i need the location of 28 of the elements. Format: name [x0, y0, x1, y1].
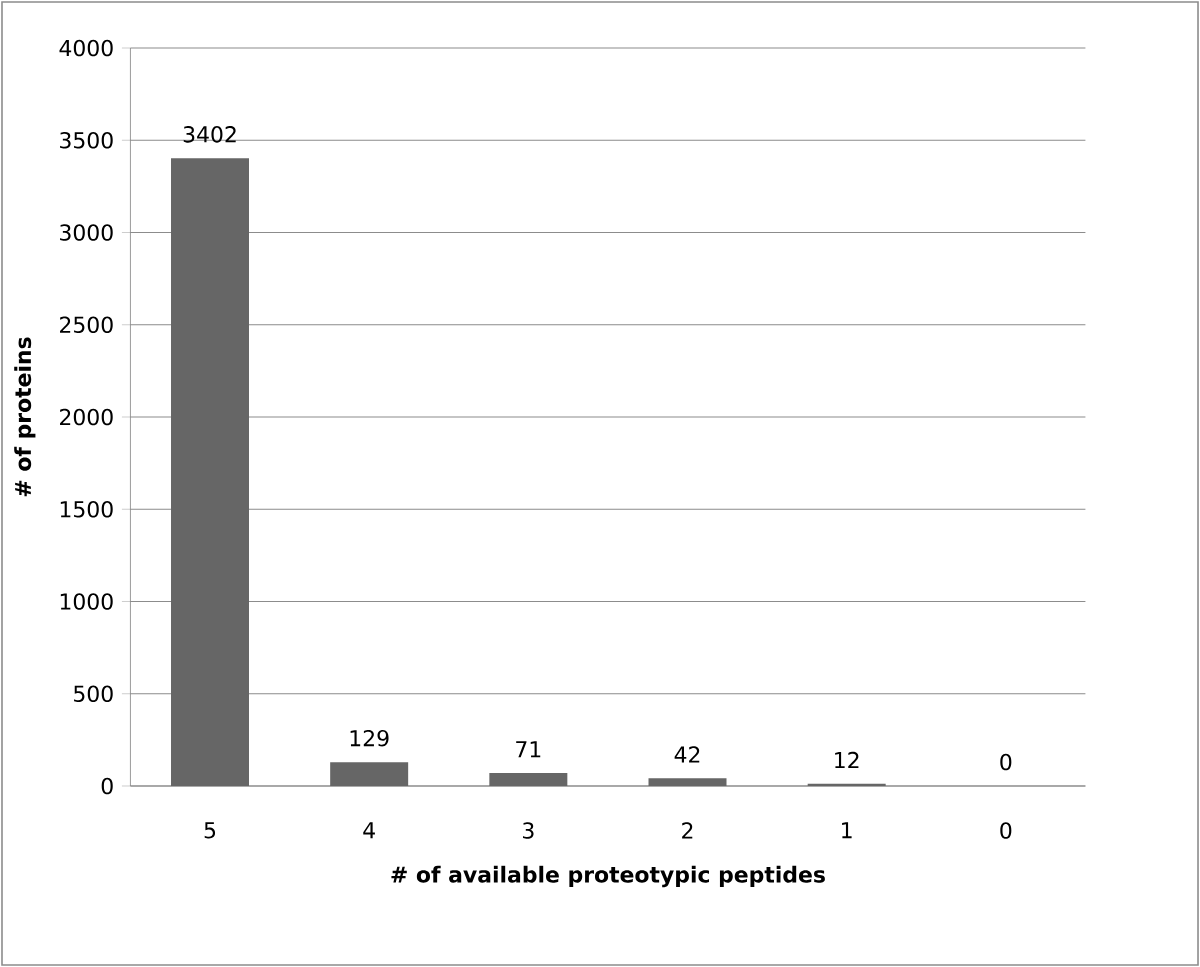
- data-label: 12: [835, 751, 859, 769]
- y-tick-label: 2500: [60, 316, 113, 334]
- bar: [489, 772, 568, 786]
- bar: [171, 158, 249, 786]
- y-tick-label: 500: [74, 685, 113, 703]
- data-label: 42: [674, 746, 700, 763]
- y-tick-label: 3000: [60, 224, 113, 241]
- y-tick-label: 0: [101, 777, 113, 795]
- y-axis-title: # of proteins: [14, 337, 36, 497]
- bar: [648, 778, 727, 786]
- y-tick-label: 1500: [60, 500, 113, 518]
- x-tick-label: 5: [204, 822, 216, 839]
- y-tick-label: 1000: [60, 593, 113, 610]
- data-label: 129: [350, 729, 389, 747]
- data-label: 0: [1000, 753, 1012, 771]
- y-tick-label: 2000: [60, 408, 113, 426]
- x-axis-title: # of available proteotypic peptides: [391, 865, 825, 888]
- data-label: 71: [516, 741, 541, 758]
- y-tick-label: 3500: [60, 131, 113, 149]
- bar: [330, 762, 409, 786]
- x-tick-label: 1: [842, 822, 852, 839]
- x-tick-label: 4: [363, 822, 375, 839]
- x-tick-label: 0: [1000, 822, 1012, 839]
- y-tick-label: 4000: [59, 39, 113, 57]
- x-tick-label: 2: [682, 822, 693, 839]
- x-tick-label: 3: [523, 822, 534, 839]
- bar: [807, 783, 886, 786]
- data-label: 3402: [183, 126, 236, 143]
